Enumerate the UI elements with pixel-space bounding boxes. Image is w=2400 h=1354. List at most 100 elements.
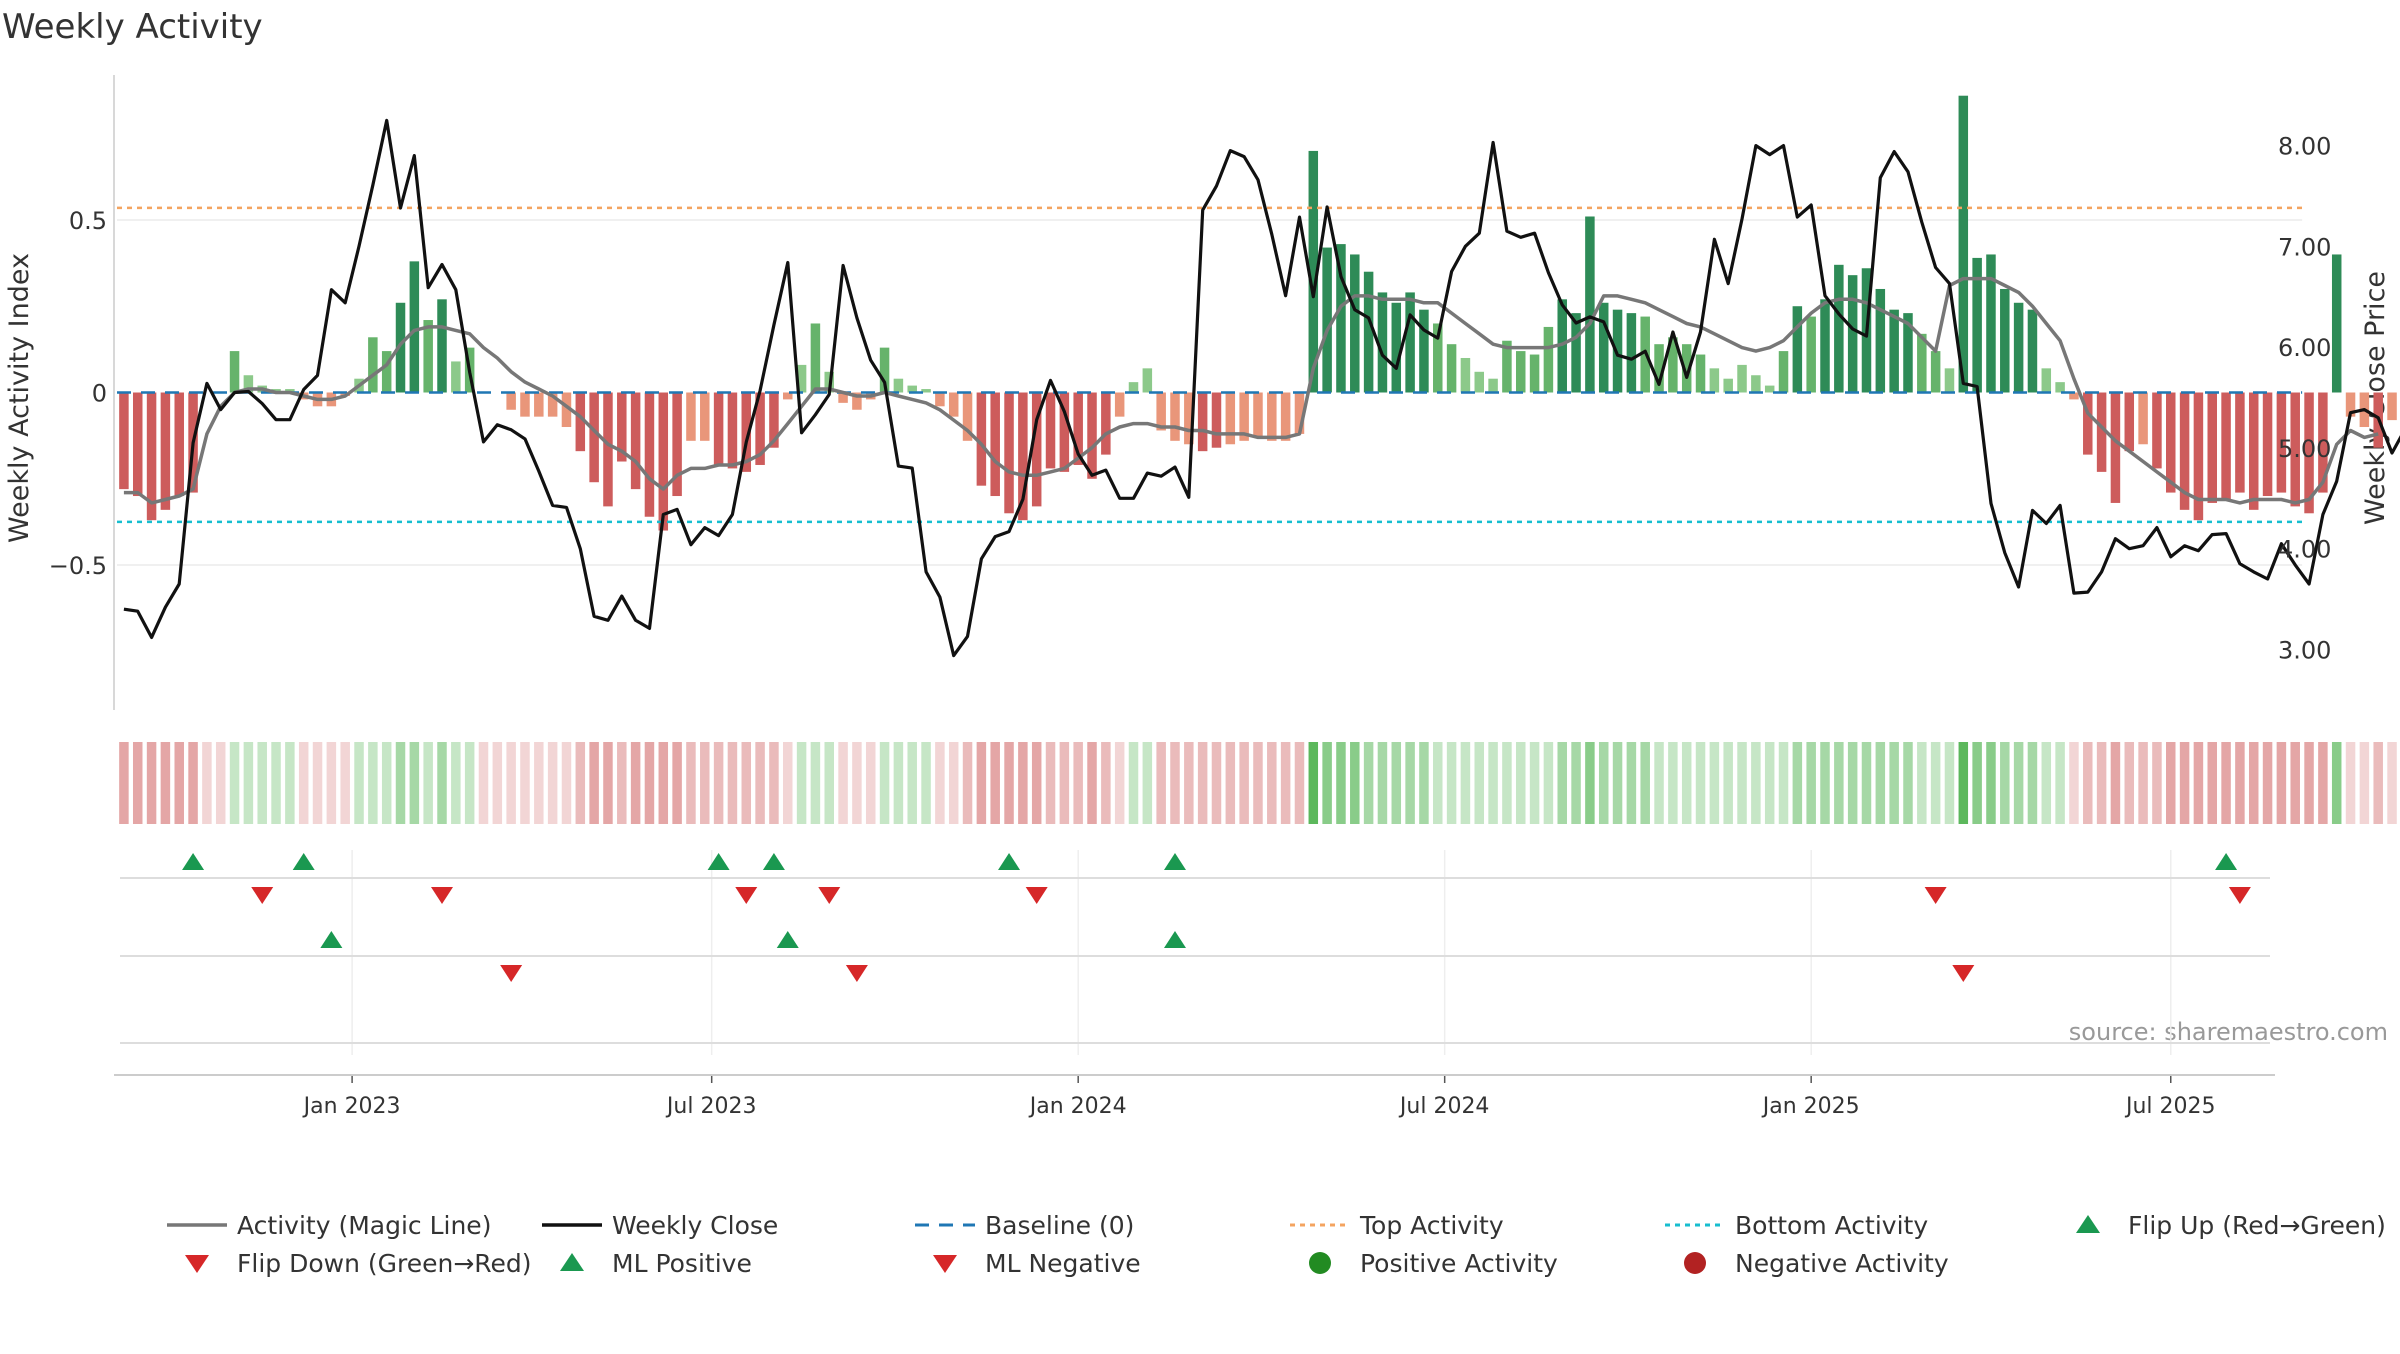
activity-bar	[1751, 375, 1761, 393]
activity-bar	[174, 392, 184, 497]
activity-bar	[810, 323, 821, 393]
activity-bar	[2221, 392, 2231, 500]
strip-cell	[838, 742, 848, 824]
legend-swatch	[1684, 1252, 1706, 1274]
strip-cell	[1571, 742, 1581, 824]
activity-bar	[1806, 316, 1816, 393]
activity-bar	[1488, 378, 1498, 393]
legend-item: Weekly Close	[542, 1211, 778, 1240]
flip-down-marker	[735, 887, 758, 904]
strip-cell	[2331, 742, 2342, 824]
strip-cell	[215, 742, 226, 824]
strip-cell	[2124, 742, 2135, 824]
strip-cell	[1515, 742, 1526, 824]
strip-cell	[1101, 742, 1111, 824]
y2-tick-label: 7.00	[2278, 233, 2331, 261]
strip-cell	[1336, 742, 1346, 824]
activity-bar	[1280, 392, 1291, 441]
strip-cell	[2387, 742, 2397, 824]
legend-swatch	[933, 1255, 957, 1273]
strip-cell	[865, 742, 876, 824]
activity-bar	[907, 385, 917, 393]
strip-cell	[423, 742, 433, 824]
strip-cell	[1446, 742, 1457, 824]
activity-bar	[1239, 392, 1249, 441]
strip-cell	[1197, 742, 1208, 824]
activity-bar	[1972, 257, 1982, 393]
activity-bar	[1571, 313, 1581, 393]
strip-cell	[1806, 742, 1816, 824]
strip-cell	[644, 742, 655, 824]
strip-cell	[1377, 742, 1388, 824]
activity-bar	[1405, 292, 1415, 393]
strip-cell	[1004, 742, 1014, 824]
strip-cell	[1820, 742, 1830, 824]
activity-bar	[243, 375, 254, 393]
strip-cell	[340, 742, 350, 824]
legend-label: Negative Activity	[1735, 1249, 1949, 1278]
activity-bar	[2027, 309, 2038, 393]
activity-bar	[727, 392, 738, 469]
activity-bar	[1377, 292, 1388, 393]
activity-bar	[1004, 392, 1014, 514]
activity-bar	[561, 392, 572, 428]
flip-up-marker	[182, 853, 205, 870]
strip-cell	[1239, 742, 1249, 824]
activity-bar	[1225, 392, 1236, 445]
activity-bar	[2041, 368, 2052, 393]
strip-cell	[1308, 742, 1319, 824]
activity-bar	[229, 351, 240, 393]
strip-cell	[1433, 742, 1443, 824]
strip-cell	[354, 742, 364, 824]
strip-cell	[755, 742, 765, 824]
strip-cell	[1114, 742, 1125, 824]
strip-cell	[1875, 742, 1886, 824]
strip-cell	[2041, 742, 2052, 824]
strip-cell	[1073, 742, 1083, 824]
flip-down-marker	[1025, 887, 1048, 904]
legend-item: Flip Up (Red→Green)	[2076, 1211, 2386, 1240]
strip-cell	[589, 742, 599, 824]
strip-cell	[1654, 742, 1664, 824]
strip-cell	[1280, 742, 1291, 824]
strip-cell	[547, 742, 558, 824]
activity-bar	[2262, 392, 2273, 497]
strip-cell	[824, 742, 834, 824]
strip-cell	[478, 742, 489, 824]
strip-cell	[2083, 742, 2093, 824]
strip-cell	[1709, 742, 1720, 824]
strip-cell	[1723, 742, 1733, 824]
chart-title: Weekly Activity	[2, 7, 263, 47]
activity-bar	[1515, 351, 1526, 393]
legend-item: Negative Activity	[1684, 1249, 1949, 1278]
activity-bar	[1114, 392, 1125, 417]
strip-cell	[727, 742, 738, 824]
activity-bar	[1211, 392, 1222, 448]
activity-bar	[2207, 392, 2217, 503]
strip-cell	[700, 742, 710, 824]
strip-cell	[879, 742, 890, 824]
legend-swatch	[560, 1253, 584, 1271]
axes: 0.5 0 −0.5 8.00 7.00 6.00 5.00 4.00 3.00	[49, 75, 2331, 710]
x-tick-label: Jul 2023	[665, 1094, 757, 1119]
strip-cell	[1917, 742, 1927, 824]
activity-bar	[700, 392, 710, 441]
strip-cell	[603, 742, 613, 824]
strip-cell	[1128, 742, 1139, 824]
strip-cell	[1792, 742, 1803, 824]
legend-label: Weekly Close	[612, 1211, 778, 1240]
activity-bar	[796, 364, 807, 393]
y2-tick-label: 3.00	[2278, 637, 2331, 665]
strip-cell	[188, 742, 198, 824]
strip-cell	[437, 742, 447, 824]
activity-bar	[1087, 392, 1097, 479]
activity-bar	[2318, 392, 2328, 493]
x-tick-label: Jan 2024	[1028, 1094, 1127, 1119]
activity-bar	[2138, 392, 2148, 445]
activity-bar	[1156, 392, 1166, 431]
strip-cell	[907, 742, 917, 824]
activity-bar	[630, 392, 641, 490]
activity-bar	[838, 392, 848, 403]
strip-cell	[1419, 742, 1429, 824]
